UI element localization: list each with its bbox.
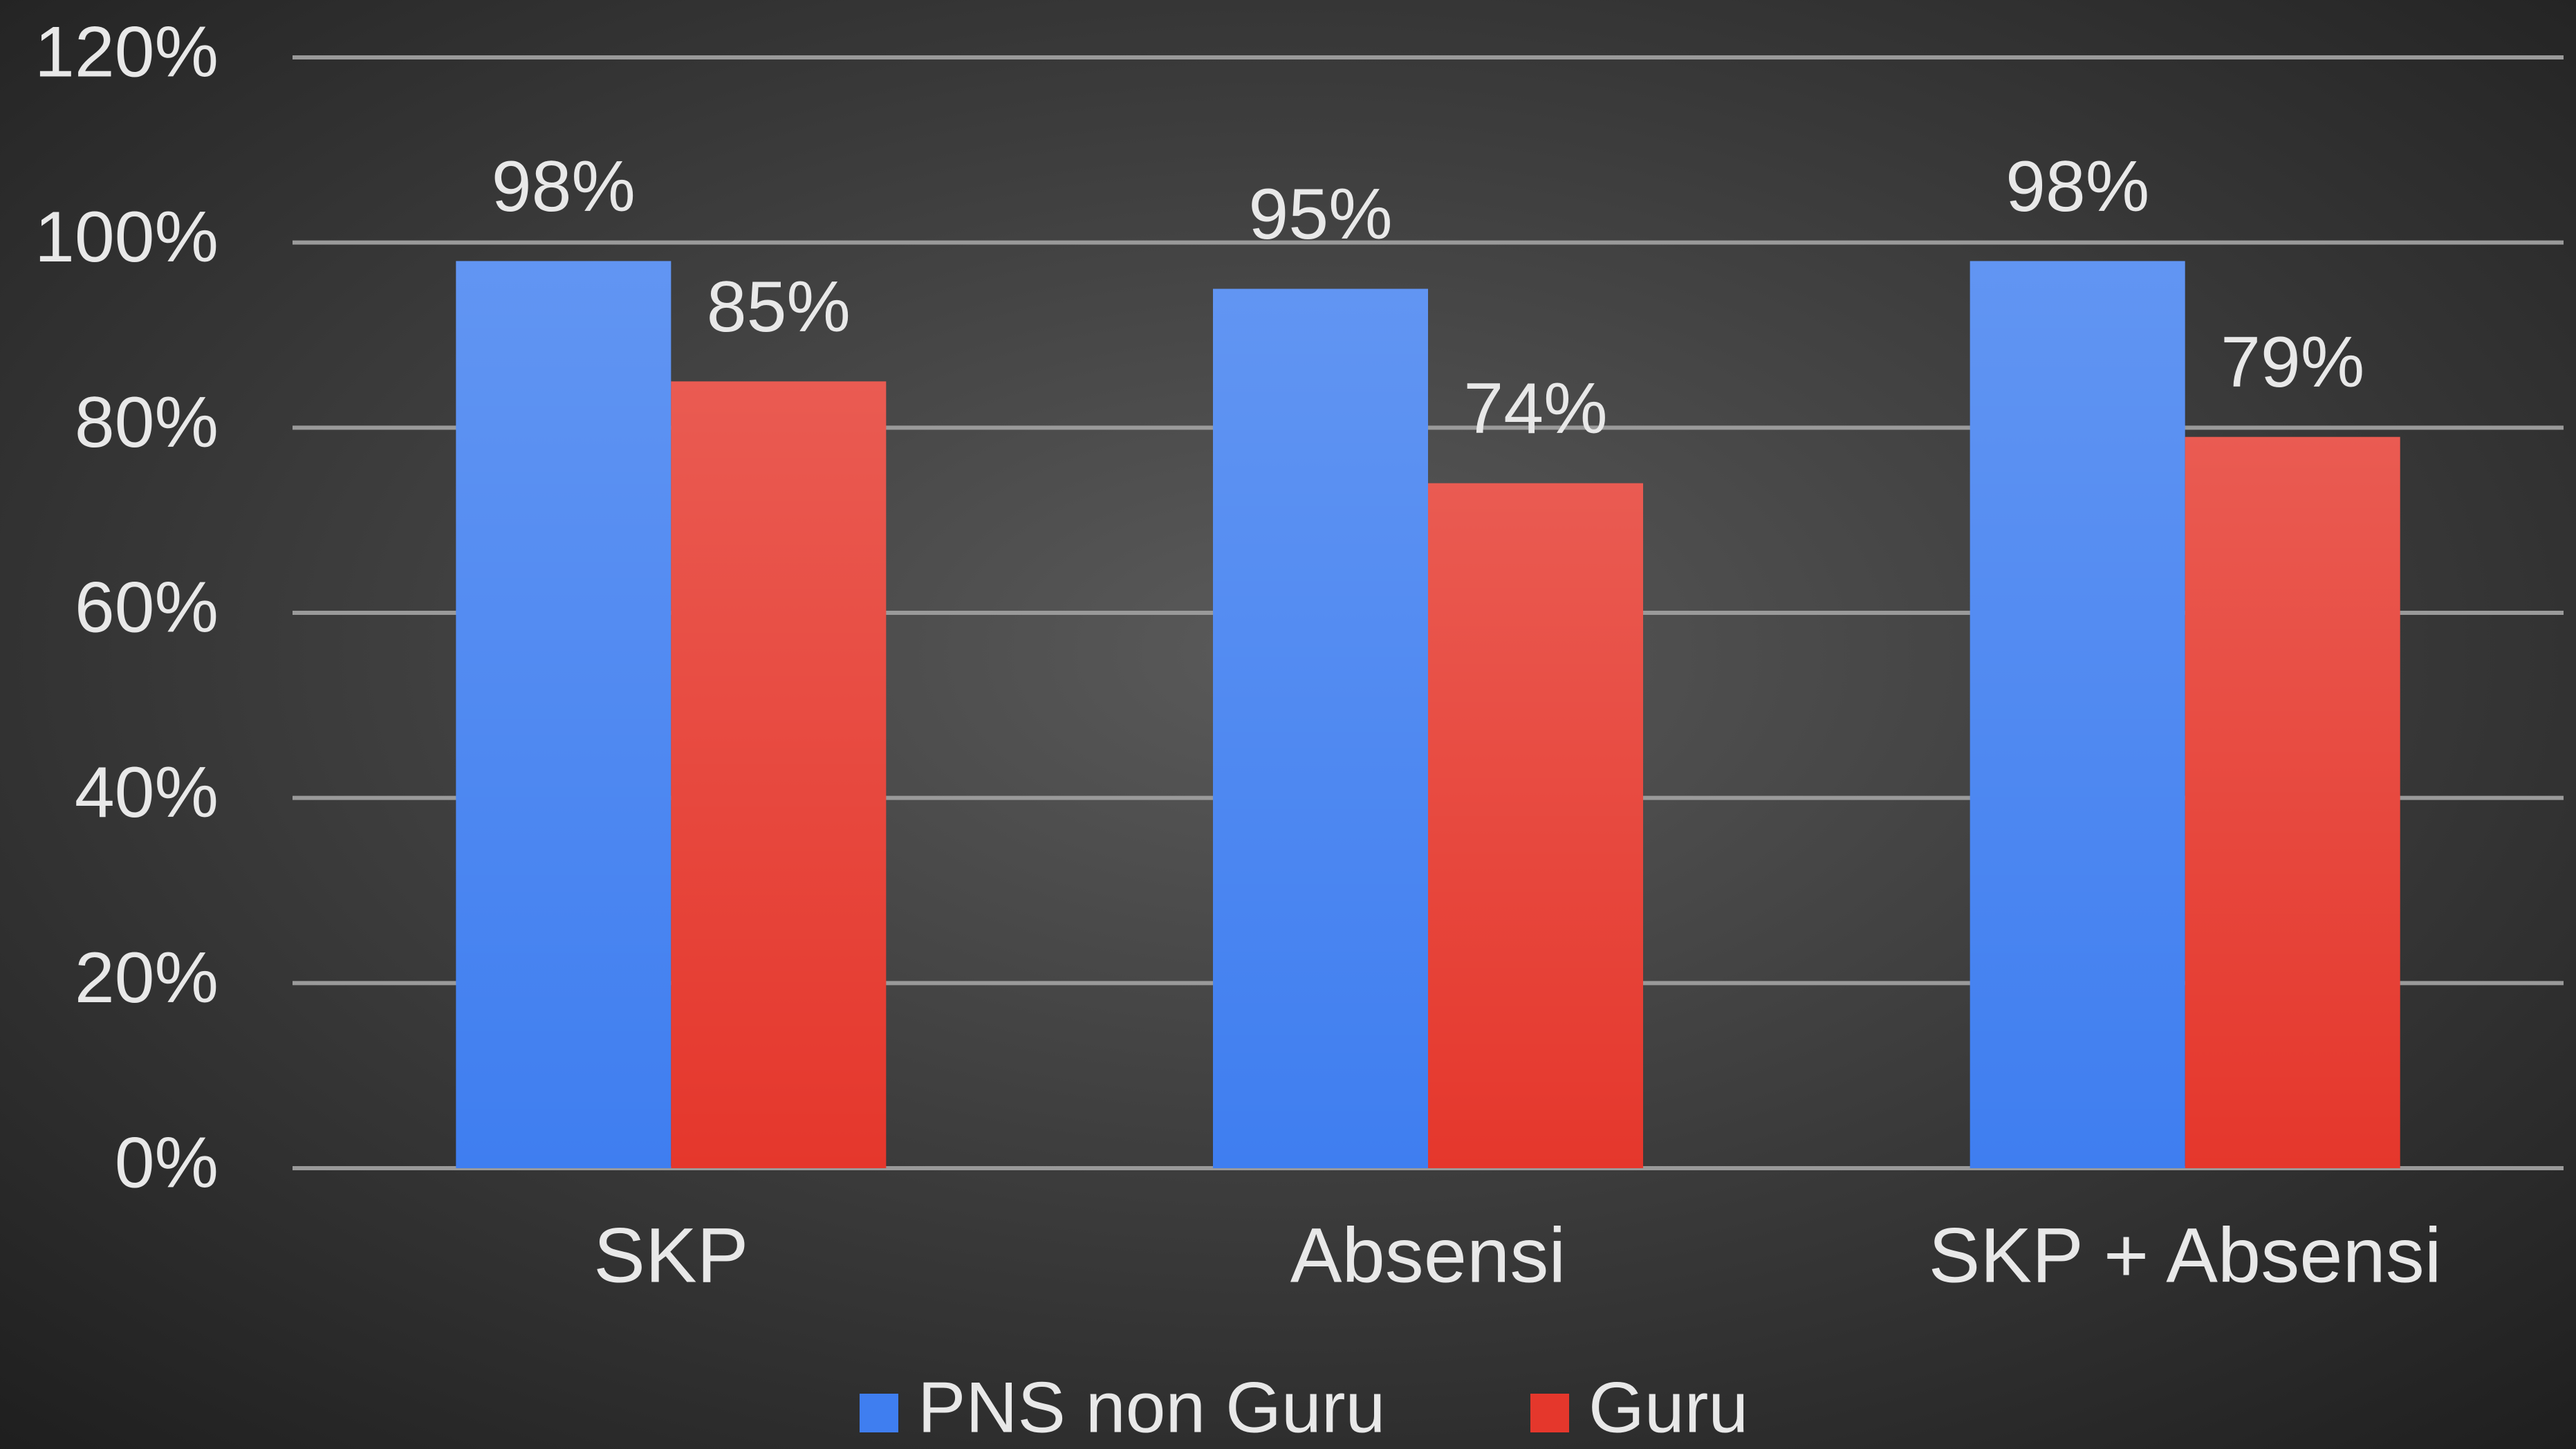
legend-swatch (860, 1394, 898, 1432)
value-label: 98% (2005, 147, 2149, 227)
value-label: 85% (707, 267, 851, 347)
y-tick-label: 100% (35, 197, 219, 277)
x-tick-label: SKP (593, 1212, 748, 1299)
bar-sheen (2185, 436, 2400, 1168)
bar-sheen (1970, 261, 2185, 1168)
x-tick-label: Absensi (1290, 1212, 1566, 1299)
y-tick-label: 40% (75, 753, 219, 833)
bar-sheen (1213, 288, 1428, 1168)
x-tick-label: SKP + Absensi (1929, 1212, 2442, 1299)
value-label: 95% (1248, 174, 1392, 255)
bar-sheen (1428, 483, 1643, 1168)
value-label: 74% (1463, 369, 1607, 449)
legend-label: PNS non Guru (918, 1367, 1385, 1448)
y-tick-label: 0% (115, 1123, 219, 1203)
value-label: 98% (492, 147, 636, 227)
bar-sheen (671, 381, 887, 1168)
legend-label: Guru (1588, 1367, 1748, 1448)
legend-swatch (1530, 1394, 1569, 1432)
y-tick-label: 20% (75, 938, 219, 1018)
y-tick-label: 120% (35, 12, 219, 92)
value-label: 79% (2221, 322, 2364, 403)
y-tick-label: 80% (75, 382, 219, 463)
y-tick-label: 60% (75, 567, 219, 647)
bar-sheen (456, 261, 671, 1168)
